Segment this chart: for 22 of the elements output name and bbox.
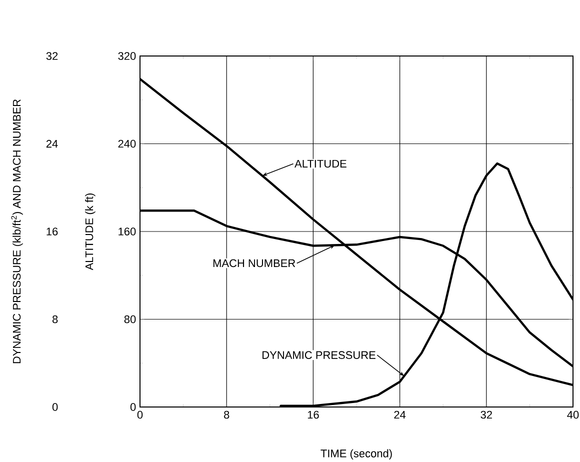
x-tick-label: 40	[567, 410, 579, 419]
y2-tick-label: 0	[52, 403, 58, 411]
x-tick-label: 24	[394, 410, 406, 419]
x-tick-label: 0	[137, 410, 143, 419]
y-tick-label: 320	[118, 52, 136, 60]
x-tick-label: 8	[224, 410, 230, 419]
annotation: MACH NUMBER	[213, 259, 296, 268]
x-axis-title: TIME (second)	[320, 449, 392, 460]
y2-tick-label: 8	[52, 315, 58, 324]
y2-tick-label: 16	[46, 228, 58, 236]
x-tick-label: 16	[308, 410, 319, 419]
y2-tick-label: 32	[46, 52, 58, 60]
y2-axis-title: DYNAMIC PRESSURE (klb/ft$^{2}$) AND MACH NUMBER	[11, 99, 23, 364]
annotation: ALTITUDE	[294, 160, 346, 168]
y-axis-title: ALTITUDE (k ft)	[85, 193, 96, 270]
y-tick-label: 0	[130, 403, 136, 411]
y-tick-label: 80	[124, 315, 136, 324]
y2-tick-label: 24	[46, 140, 58, 148]
y-tick-label: 240	[118, 140, 136, 148]
y-tick-label: 160	[118, 228, 136, 236]
x-tick-label: 32	[480, 410, 492, 419]
annotation: DYNAMIC PRESSURE	[262, 351, 376, 359]
